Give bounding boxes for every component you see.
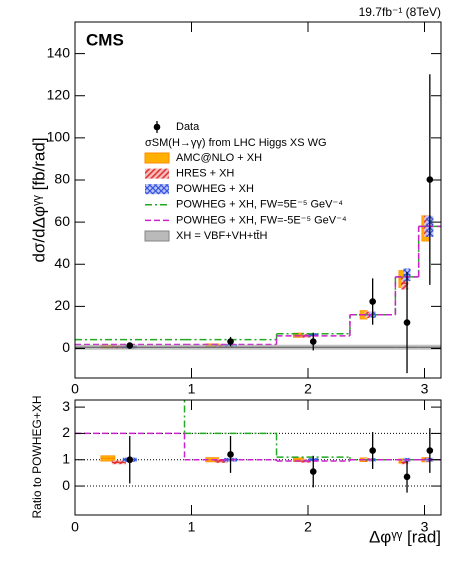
y-tick-label: 3 (62, 398, 70, 414)
x-tick-label: 1 (188, 381, 196, 397)
x-tick-label: 2 (304, 519, 312, 535)
data-point (426, 447, 434, 454)
data-point (369, 298, 376, 305)
legend-title: σSM(H→γγ) from LHC Higgs XS WG (145, 137, 327, 149)
data-point (227, 338, 234, 345)
plot-area (75, 400, 441, 493)
legend-label: POWHEG + XH, FW=-5E⁻⁵ GeV⁻⁴ (176, 214, 347, 226)
legend-swatch (144, 230, 170, 242)
y-tick-label: 2 (62, 424, 70, 440)
data-point (309, 338, 317, 345)
y-tick-label: 0 (62, 477, 70, 493)
plot-frame (74, 399, 442, 516)
experiment-label: CMS (86, 30, 124, 49)
data-point (126, 342, 134, 349)
legend-label: AMC@NLO + XH (176, 152, 262, 164)
data-point (426, 176, 434, 183)
y-tick-label: 140 (47, 44, 71, 60)
data-point (126, 456, 134, 464)
data-point (227, 451, 234, 458)
legend-swatch (144, 152, 170, 164)
x-axis-label: Δφᵞᵞ [rad] (369, 527, 441, 546)
legend-swatch (145, 184, 169, 195)
x-tick-label: 0 (71, 381, 79, 397)
legend-swatch (145, 168, 169, 179)
x-tick-label: 2 (304, 381, 312, 397)
y-tick-label: 80 (54, 171, 70, 187)
data-point (309, 468, 317, 475)
legend-label: POWHEG + XH (176, 183, 254, 195)
y-tick-label: 100 (47, 129, 71, 145)
plot-frame (74, 21, 442, 379)
legend-label: POWHEG + XH, FW=5E⁻⁵ GeV⁻⁴ (176, 199, 343, 211)
legend-data-marker (153, 123, 161, 131)
y-tick-label: 120 (47, 86, 71, 102)
y-axis-label: dσ/dΔφᵞᵞ [fb/rad] (29, 137, 48, 262)
y-tick-label: 1 (62, 450, 70, 466)
x-tick-label: 3 (421, 519, 429, 535)
y-tick-label: 40 (54, 255, 70, 271)
data-point (403, 473, 411, 481)
lumi-label: 19.7fb⁻¹ (8TeV) (359, 5, 441, 19)
data-point (403, 319, 411, 326)
legend-label: HRES + XH (176, 168, 234, 180)
ratio-axis-label: Ratio to POWHEG+XH (30, 395, 44, 518)
plot-area (75, 74, 441, 374)
x-tick-label: 1 (188, 519, 196, 535)
legend-label: Data (176, 121, 200, 133)
x-tick-label: 0 (71, 519, 79, 535)
data-point (369, 447, 376, 454)
y-tick-label: 0 (62, 339, 70, 355)
y-tick-label: 60 (54, 213, 70, 229)
y-tick-label: 20 (54, 297, 70, 313)
legend-label: XH = VBF+VH+tt̄H (176, 230, 267, 242)
x-tick-label: 3 (421, 381, 429, 397)
